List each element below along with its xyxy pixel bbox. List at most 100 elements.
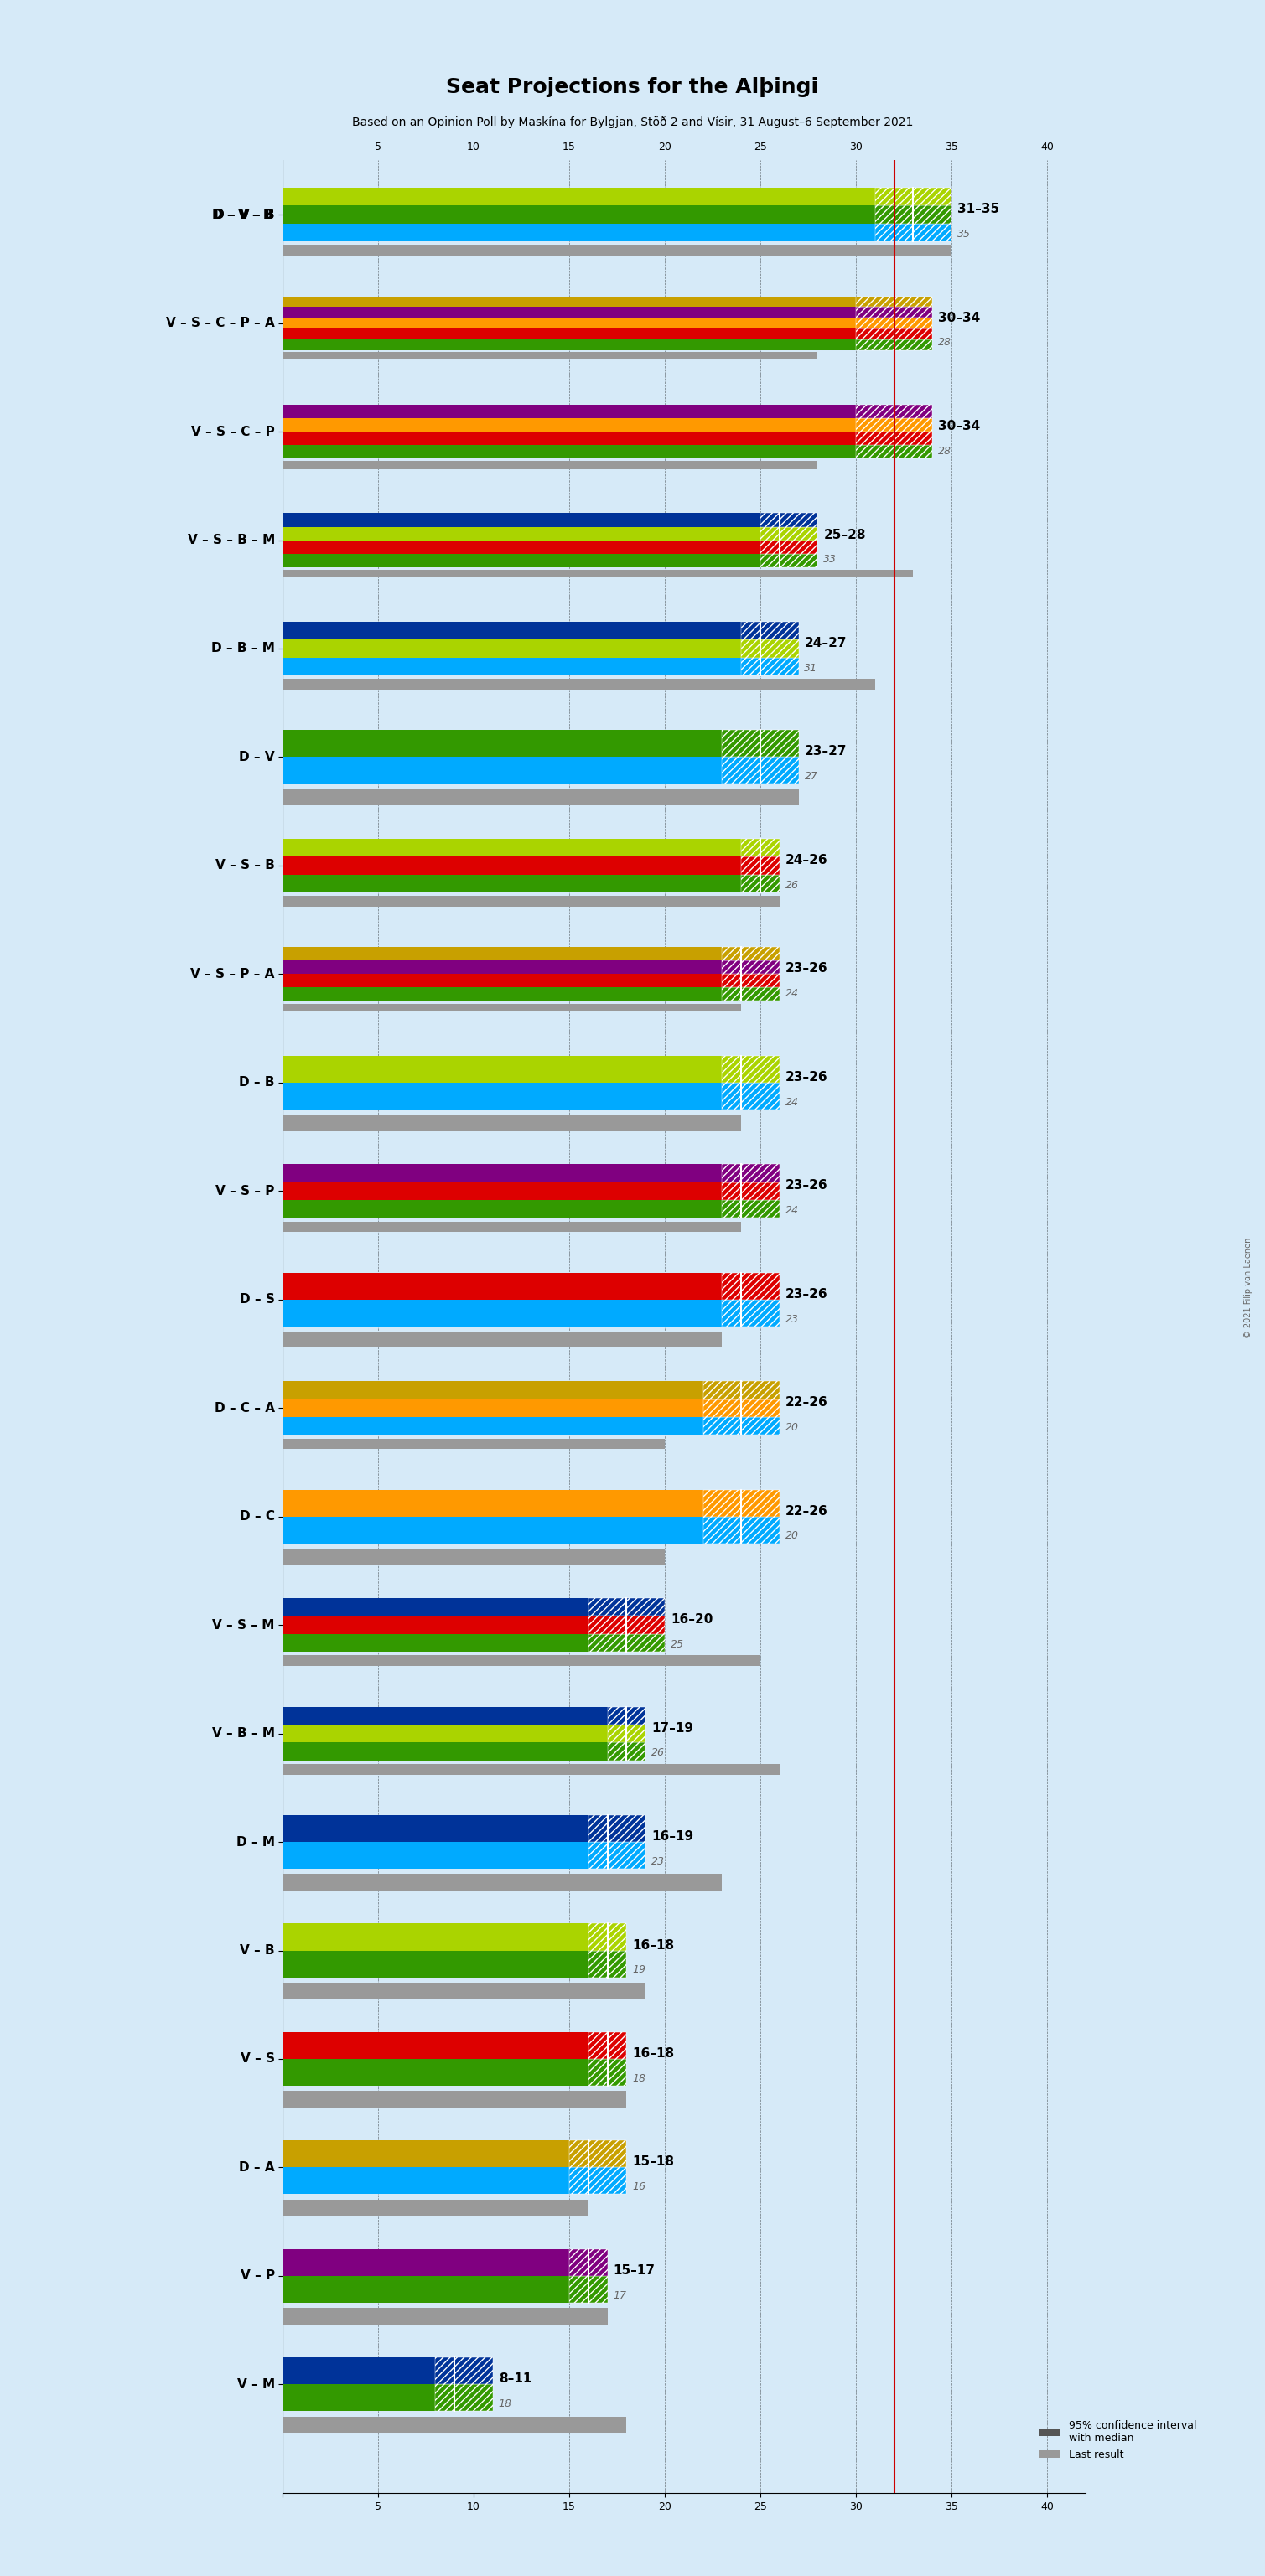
Bar — [856, 330, 932, 340]
Text: 16–18: 16–18 — [632, 1940, 674, 1950]
Text: 24: 24 — [786, 1097, 798, 1108]
Text: V – S – M: V – S – M — [213, 1618, 275, 1631]
Text: V – P: V – P — [240, 2269, 275, 2282]
Bar — [875, 224, 951, 242]
Bar — [282, 2277, 569, 2303]
Bar — [741, 858, 779, 873]
Bar — [760, 513, 817, 526]
Bar — [588, 1816, 645, 1842]
Bar — [282, 1437, 665, 1450]
Bar — [282, 1816, 588, 1842]
Bar — [703, 1381, 779, 1399]
Bar — [741, 840, 779, 858]
Bar — [282, 1298, 722, 1327]
Bar — [588, 1842, 645, 1868]
Bar — [722, 948, 779, 961]
Bar — [875, 206, 951, 224]
Bar — [282, 353, 817, 358]
Bar — [722, 974, 779, 987]
Text: 23–26: 23–26 — [786, 1180, 827, 1193]
Bar — [760, 541, 817, 554]
Bar — [703, 1399, 779, 1417]
Bar — [282, 1708, 607, 1723]
Text: 30–34: 30–34 — [939, 420, 980, 433]
Bar — [282, 1984, 645, 1999]
Text: 15–17: 15–17 — [614, 2264, 655, 2277]
Bar — [282, 1417, 703, 1435]
Text: 23: 23 — [651, 1857, 665, 1868]
Bar — [282, 317, 856, 330]
Bar — [282, 404, 856, 417]
Bar — [282, 621, 741, 639]
Bar — [722, 729, 798, 757]
Text: V – B: V – B — [240, 1945, 275, 1958]
Bar — [282, 2166, 569, 2195]
Bar — [588, 2058, 626, 2087]
Text: D – M: D – M — [237, 1837, 275, 1847]
Text: 26: 26 — [651, 1747, 665, 1759]
Bar — [722, 1056, 779, 1082]
Bar — [282, 840, 741, 858]
Bar — [282, 1273, 722, 1298]
Text: 35: 35 — [958, 229, 970, 240]
Text: 17: 17 — [614, 2290, 626, 2300]
Bar — [588, 1597, 665, 1615]
Bar — [722, 987, 779, 1002]
Bar — [282, 340, 856, 350]
Bar — [741, 621, 798, 639]
Bar — [703, 1517, 779, 1543]
Bar — [722, 1182, 779, 1200]
Bar — [607, 1708, 645, 1723]
Bar — [282, 1332, 722, 1347]
Bar — [282, 1597, 588, 1615]
Bar — [282, 2200, 588, 2215]
Bar — [722, 1164, 779, 1182]
Bar — [856, 417, 932, 433]
Text: 28: 28 — [939, 337, 951, 348]
Bar — [282, 296, 856, 307]
Bar — [282, 188, 875, 206]
Bar — [282, 1399, 703, 1417]
Text: V – S – P – A: V – S – P – A — [191, 969, 275, 981]
Bar — [282, 2357, 435, 2385]
Bar — [282, 1741, 607, 1759]
Bar — [875, 188, 951, 206]
Bar — [282, 1950, 588, 1978]
Bar — [588, 2032, 626, 2058]
Bar — [282, 2385, 435, 2411]
Text: V – S – C – P: V – S – C – P — [191, 425, 275, 438]
Bar — [282, 541, 760, 554]
Bar — [722, 757, 798, 783]
Bar — [741, 657, 798, 675]
Text: D – V: D – V — [239, 750, 275, 762]
Bar — [282, 961, 722, 974]
Text: 18: 18 — [632, 2074, 645, 2084]
Bar — [760, 526, 817, 541]
Text: V – S – C – P – A: V – S – C – P – A — [166, 317, 275, 330]
Bar — [282, 1056, 722, 1082]
Text: 24: 24 — [786, 1206, 798, 1216]
Text: D – V – B: D – V – B — [214, 209, 275, 222]
Text: 8–11: 8–11 — [498, 2372, 531, 2385]
Text: 19: 19 — [632, 1965, 645, 1976]
Bar — [282, 1615, 588, 1633]
Bar — [856, 296, 932, 307]
Text: D – V – B: D – V – B — [213, 209, 273, 222]
Bar — [282, 1221, 741, 1231]
Bar — [282, 680, 875, 690]
Bar — [282, 896, 779, 907]
Text: 20: 20 — [786, 1530, 798, 1540]
Bar — [282, 2032, 588, 2058]
Bar — [282, 2416, 626, 2432]
Bar — [282, 639, 741, 657]
Bar — [856, 340, 932, 350]
Bar — [282, 526, 760, 541]
Text: D – V – B: D – V – B — [214, 209, 275, 222]
Text: 33: 33 — [824, 554, 837, 564]
Text: 20: 20 — [786, 1422, 798, 1432]
Bar — [282, 513, 760, 526]
Text: Based on an Opinion Poll by Maskína for Bylgjan, Stöð 2 and Vísir, 31 August–6 S: Based on an Opinion Poll by Maskína for … — [352, 116, 913, 129]
Bar — [282, 1765, 779, 1775]
Bar — [282, 417, 856, 433]
Text: 26: 26 — [786, 878, 798, 891]
